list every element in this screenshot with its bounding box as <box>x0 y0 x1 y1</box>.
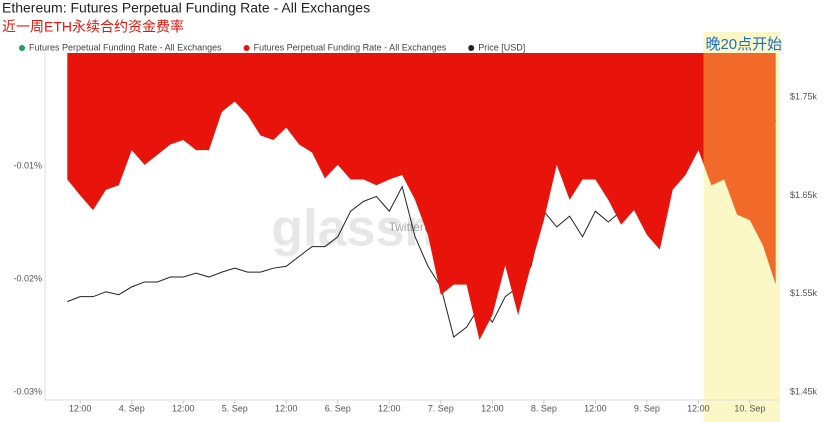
legend-label: Futures Perpetual Funding Rate - All Exc… <box>254 42 447 52</box>
y-tick-label: -0.01% <box>13 160 42 170</box>
x-tick-label: 12:00 <box>687 403 710 413</box>
legend-label: Futures Perpetual Funding Rate - All Exc… <box>29 42 222 52</box>
y2-tick-label: $1.55k <box>790 288 818 298</box>
x-tick-label: 10. Sep <box>734 403 765 413</box>
highlight-label: 晚20点开始 <box>705 36 782 53</box>
funding-area <box>67 53 776 341</box>
legend-marker <box>468 45 475 51</box>
chart-title: Ethereum: Futures Perpetual Funding Rate… <box>2 0 370 16</box>
x-tick-label: 12:00 <box>275 403 298 413</box>
x-tick-label: 5. Sep <box>222 403 248 413</box>
x-tick-label: 9. Sep <box>634 403 660 413</box>
x-tick-label: 7. Sep <box>428 403 454 413</box>
legend-marker <box>243 45 250 51</box>
legend-label: Price [USD] <box>478 42 525 52</box>
legend-marker <box>19 45 25 51</box>
x-tick-label: 6. Sep <box>325 403 351 413</box>
y2-tick-label: $1.65k <box>790 190 818 200</box>
x-tick-label: 12:00 <box>69 403 92 413</box>
y-tick-label: -0.02% <box>13 273 42 283</box>
x-tick-label: 4. Sep <box>119 403 145 413</box>
chart-subtitle: 近一周ETH永续合约资金费率 <box>2 19 184 35</box>
x-tick-label: 12:00 <box>172 403 195 413</box>
x-tick-label: 8. Sep <box>531 403 557 413</box>
x-tick-label: 12:00 <box>584 403 607 413</box>
x-tick-label: 12:00 <box>378 403 401 413</box>
y2-tick-label: $1.75k <box>790 92 818 102</box>
y2-tick-label: $1.45k <box>790 386 818 396</box>
y-tick-label: -0.03% <box>13 386 42 396</box>
x-tick-label: 12:00 <box>481 403 504 413</box>
